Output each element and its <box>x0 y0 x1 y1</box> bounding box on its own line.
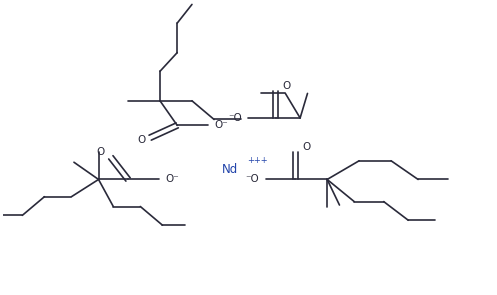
Text: O: O <box>282 81 290 91</box>
Text: ⁻O: ⁻O <box>228 113 242 123</box>
Text: O: O <box>302 142 310 153</box>
Text: O⁻: O⁻ <box>215 120 228 130</box>
Text: Nd: Nd <box>222 163 238 176</box>
Text: ⁻O: ⁻O <box>245 174 259 184</box>
Text: +++: +++ <box>247 156 268 165</box>
Text: O: O <box>96 148 104 158</box>
Text: O⁻: O⁻ <box>166 174 179 184</box>
Text: O: O <box>137 135 146 145</box>
